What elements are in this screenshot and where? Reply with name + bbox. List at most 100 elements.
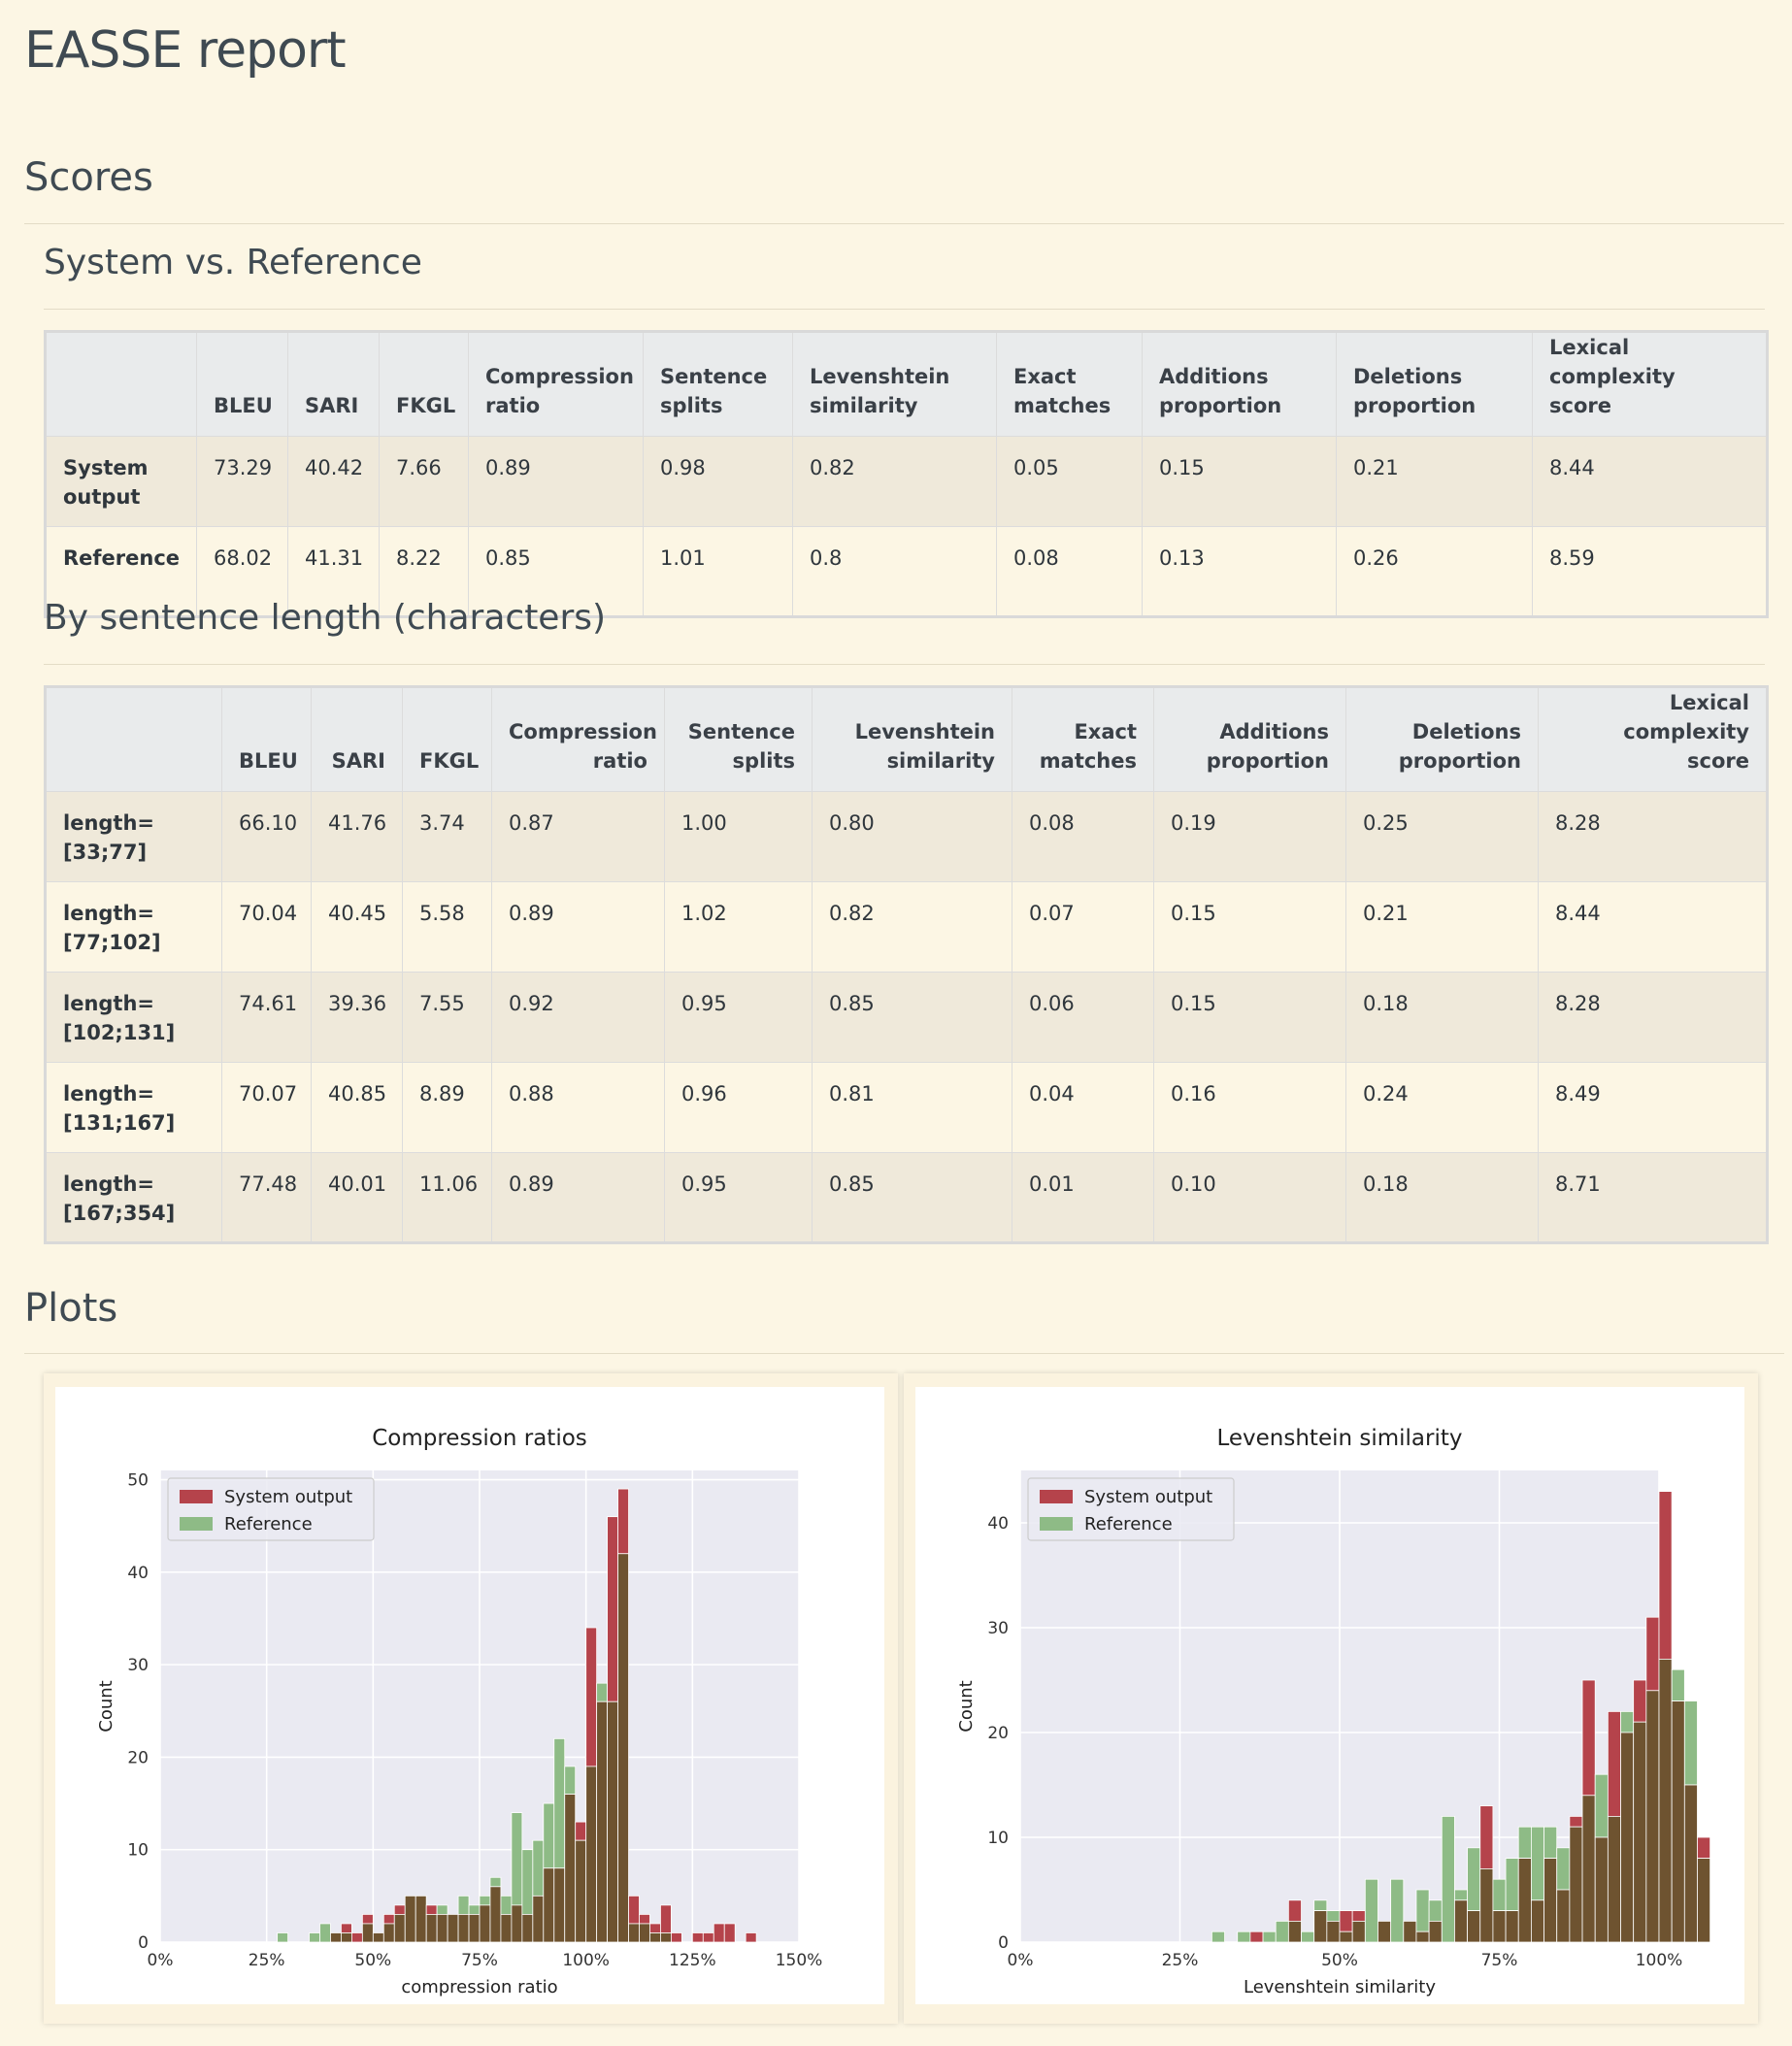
overlap-bar <box>532 1895 545 1943</box>
y-tick-label: 30 <box>987 1619 1009 1638</box>
system-output-bar <box>649 1923 661 1933</box>
table-cell: 8.44 <box>1538 881 1768 973</box>
overlap-bar <box>1620 1732 1635 1943</box>
table-cell: 70.07 <box>221 1062 312 1153</box>
overlap-bar <box>596 1700 609 1943</box>
divider <box>24 1353 1784 1354</box>
overlap-bar <box>660 1932 672 1943</box>
table-row: System output 73.29 40.42 7.66 0.89 0.98 0.82 0.… <box>45 436 1768 527</box>
x-axis-label: compression ratio <box>401 1977 557 1997</box>
table-cell: 0.21 <box>1345 881 1539 973</box>
table-cell: 0.06 <box>1012 972 1154 1063</box>
overlap-bar <box>639 1923 650 1943</box>
reference-bar <box>457 1895 470 1915</box>
table-cell: 8.28 <box>1538 972 1768 1063</box>
overlap-bar <box>1339 1930 1353 1943</box>
overlap-bar <box>382 1923 395 1943</box>
table-cell: 0.18 <box>1345 972 1539 1063</box>
legend-label: System output <box>224 1487 352 1507</box>
table-cell: 7.55 <box>402 972 492 1063</box>
legend-label: System output <box>1084 1487 1212 1507</box>
table-cell: 8.71 <box>1538 1152 1768 1243</box>
table-cell: 40.85 <box>311 1062 403 1153</box>
table-cell: 0.89 <box>491 1152 665 1243</box>
x-tick-label: 100% <box>1636 1951 1683 1970</box>
system-output-bar <box>1479 1805 1494 1869</box>
legend-box <box>167 1477 375 1541</box>
overlap-bar <box>553 1867 566 1943</box>
system-output-bar <box>575 1821 587 1841</box>
overlap-bar <box>425 1914 438 1943</box>
legend-swatch-reference <box>180 1517 213 1531</box>
reference-bar <box>1313 1899 1328 1911</box>
table-row: length= [102;131] 74.61 39.36 7.55 0.92 0.95 0.… <box>45 972 1768 1063</box>
y-tick-label: 40 <box>127 1564 149 1583</box>
system-output-bar <box>1697 1836 1711 1860</box>
column-header: Lexical complexity score <box>1532 331 1768 437</box>
table-cell: 77.48 <box>221 1152 312 1243</box>
overlap-bar <box>1697 1858 1711 1943</box>
table-cell: 0.88 <box>491 1062 665 1153</box>
table-row: length= [33;77] 66.10 41.76 3.74 0.87 1.00 0.80… <box>45 791 1768 882</box>
x-tick-label: 150% <box>776 1951 823 1970</box>
system-output-bar <box>1249 1930 1264 1943</box>
table-cell: 74.61 <box>221 972 312 1063</box>
table-cell: 0.04 <box>1012 1062 1154 1153</box>
overlap-bar <box>361 1923 374 1943</box>
reference-bar <box>564 1766 577 1795</box>
reference-bar <box>468 1904 481 1915</box>
table-cell: 68.02 <box>196 526 288 617</box>
legend-label: Reference <box>224 1514 313 1534</box>
y-tick-label: 30 <box>127 1656 149 1675</box>
table-cell: 0.85 <box>468 526 644 617</box>
overlap-bar <box>1428 1921 1443 1943</box>
scores-table-system-vs-reference: BLEU SARI FKGL Compression ratio Sentence spli… <box>44 330 1769 618</box>
y-tick-label: 0 <box>138 1933 149 1953</box>
reference-bar <box>1683 1700 1698 1786</box>
column-header: SARI <box>311 686 403 792</box>
column-header <box>45 686 222 792</box>
reference-bar <box>511 1812 523 1906</box>
x-axis-label: Levenshtein similarity <box>1244 1977 1436 1997</box>
reference-bar <box>1441 1815 1455 1943</box>
divider <box>44 309 1765 310</box>
system-output-bar <box>628 1895 640 1925</box>
system-output-bar <box>660 1904 672 1933</box>
table-cell: 1.00 <box>664 791 813 882</box>
overlap-bar <box>330 1932 342 1943</box>
reference-bar <box>1275 1921 1289 1943</box>
system-output-bar <box>1287 1899 1302 1922</box>
overlap-bar <box>341 1932 352 1943</box>
system-output-bar <box>393 1904 406 1915</box>
reference-bar <box>1211 1930 1225 1943</box>
system-output-bar <box>1645 1616 1660 1692</box>
column-header: BLEU <box>221 686 312 792</box>
column-header: SARI <box>287 331 380 437</box>
table-cell: 0.26 <box>1336 526 1533 617</box>
section-heading-scores: Scores <box>24 155 153 200</box>
table-row: Reference 68.02 41.31 8.22 0.85 1.01 0.8 0.08 0.… <box>45 526 1768 617</box>
system-output-bar <box>671 1932 682 1943</box>
y-tick-label: 50 <box>127 1471 149 1491</box>
table-cell: 1.01 <box>643 526 793 617</box>
legend: System output Reference <box>1027 1477 1235 1541</box>
reference-bar <box>1517 1826 1532 1860</box>
system-output-bar <box>1658 1491 1673 1660</box>
reference-bar <box>1301 1930 1315 1943</box>
table-row: length= [167;354] 77.48 40.01 11.06 0.89 0.95 0… <box>45 1152 1768 1243</box>
table-cell: 0.01 <box>1012 1152 1154 1243</box>
y-tick-label: 0 <box>998 1933 1009 1953</box>
reference-bar <box>1326 1910 1341 1922</box>
overlap-bar <box>649 1932 661 1943</box>
overlap-bar <box>1479 1867 1494 1943</box>
system-output-bar <box>713 1923 725 1943</box>
table-cell: 0.18 <box>1345 1152 1539 1243</box>
reference-bar <box>1364 1878 1378 1943</box>
column-header: Exact matches <box>996 331 1143 437</box>
x-tick-label: 0% <box>1008 1951 1034 1970</box>
overlap-bar <box>575 1839 587 1943</box>
x-tick-label: 25% <box>1162 1951 1199 1970</box>
table-cell: 0.10 <box>1153 1152 1346 1243</box>
system-output-bar <box>350 1932 363 1943</box>
table-cell: 1.02 <box>664 881 813 973</box>
